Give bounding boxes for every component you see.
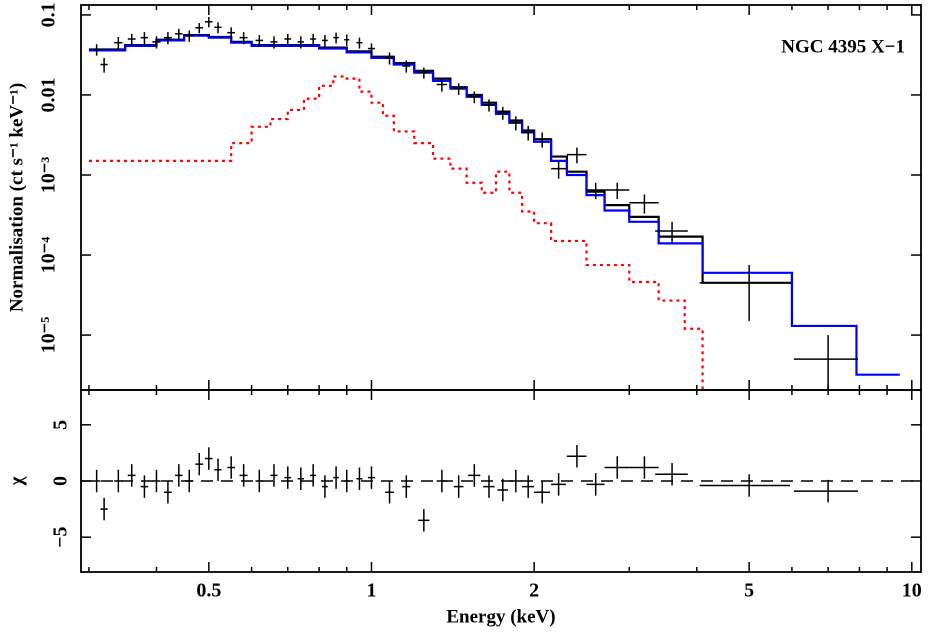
y-tick-label: 10⁻³ [38,157,60,194]
y-tick-label: 10⁻⁴ [38,237,60,274]
annotation: NGC 4395 X−1 [781,36,905,57]
x-tick-label: 2 [529,580,539,602]
frame [80,389,922,573]
plot-area [88,17,900,390]
y-axis-label: χ [6,476,27,486]
x-axis-label: Energy (keV) [446,606,555,627]
y-tick-label: 5 [50,420,72,430]
model-line [88,75,704,390]
y-tick-label: 10⁻⁵ [38,317,60,354]
y-tick-label: 0.1 [38,2,60,27]
model-line [88,34,900,376]
y-axis-label: Normalisation (ct s⁻¹ keV⁻¹) [6,83,27,312]
plot-area [81,445,921,532]
y-tick-label: 0.01 [38,77,60,112]
y-tick-label: −5 [50,526,72,547]
frame [80,4,922,391]
x-tick-label: 0.5 [196,580,221,602]
x-tick-label: 5 [744,580,754,602]
x-tick-label: 10 [902,580,922,602]
y-tick-label: 0 [50,476,72,486]
x-tick-label: 1 [366,580,376,602]
